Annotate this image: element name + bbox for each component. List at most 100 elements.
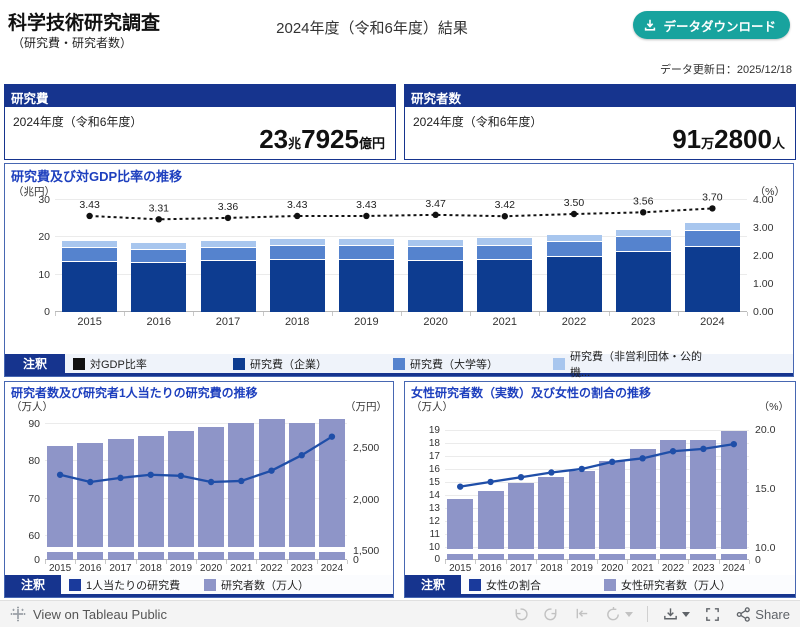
bar-segment[interactable] xyxy=(62,247,118,261)
bar-2024[interactable] xyxy=(684,223,740,312)
legend-item[interactable]: 研究費（非営利団体・公的機... xyxy=(553,348,713,380)
bar-segment[interactable] xyxy=(615,229,671,236)
bar-segment[interactable] xyxy=(62,260,118,312)
bar-2021[interactable] xyxy=(228,423,255,560)
bar-2024[interactable] xyxy=(720,431,747,560)
reset-button[interactable] xyxy=(574,606,591,623)
bar-2015[interactable] xyxy=(62,241,118,312)
bar-segment[interactable] xyxy=(477,258,533,312)
legend-item[interactable]: 女性の割合 xyxy=(469,577,604,593)
share-button[interactable]: Share xyxy=(735,606,790,623)
bar-2022[interactable] xyxy=(660,440,686,560)
bar-segment[interactable] xyxy=(269,239,325,246)
data-point[interactable] xyxy=(640,209,647,216)
legend-item[interactable]: 研究者数（万人） xyxy=(204,577,339,593)
redo-button[interactable] xyxy=(543,606,560,623)
bar-segment[interactable] xyxy=(338,245,394,259)
data-point[interactable] xyxy=(238,477,245,485)
data-point[interactable] xyxy=(207,478,215,486)
bar-2019[interactable] xyxy=(167,431,194,560)
bar-segment[interactable] xyxy=(615,250,671,312)
bar-segment[interactable] xyxy=(408,260,464,312)
legend-item[interactable]: 研究費（企業） xyxy=(233,356,393,372)
bar-segment[interactable] xyxy=(62,241,118,248)
data-point[interactable] xyxy=(328,433,336,440)
bar-2022[interactable] xyxy=(258,419,285,560)
bar-segment[interactable] xyxy=(546,234,602,242)
data-point[interactable] xyxy=(147,471,154,478)
data-point[interactable] xyxy=(363,212,370,220)
data-point[interactable] xyxy=(56,471,64,478)
bar-2020[interactable] xyxy=(408,239,464,312)
data-point[interactable] xyxy=(294,212,301,220)
bar-2017[interactable] xyxy=(508,483,534,560)
data-download-button[interactable]: データダウンロード xyxy=(633,11,790,39)
view-on-tableau-public-link[interactable]: View on Tableau Public xyxy=(33,606,167,622)
bar-segment[interactable] xyxy=(200,240,256,247)
bar-segment[interactable] xyxy=(477,238,533,245)
bar-segment[interactable] xyxy=(477,244,533,259)
data-point[interactable] xyxy=(700,445,707,453)
data-point[interactable] xyxy=(268,467,275,474)
data-point[interactable] xyxy=(669,448,677,455)
bar-segment[interactable] xyxy=(269,245,325,259)
bar-segment[interactable] xyxy=(546,255,602,312)
data-point[interactable] xyxy=(298,452,305,459)
data-point[interactable] xyxy=(224,214,232,222)
bar-2019[interactable] xyxy=(338,238,394,312)
data-point[interactable] xyxy=(609,458,616,466)
fullscreen-button[interactable] xyxy=(704,606,721,623)
data-point[interactable] xyxy=(517,474,525,481)
refresh-button[interactable] xyxy=(605,606,634,623)
bar-segment[interactable] xyxy=(131,243,187,249)
data-point[interactable] xyxy=(639,455,646,462)
legend-item[interactable]: 対GDP比率 xyxy=(73,356,233,372)
bar-2016[interactable] xyxy=(131,243,187,312)
bar-2021[interactable] xyxy=(477,238,533,312)
bar-2018[interactable] xyxy=(137,435,164,560)
bar-2017[interactable] xyxy=(107,438,134,560)
bar-2023[interactable] xyxy=(288,423,315,560)
bar-segment[interactable] xyxy=(131,262,187,312)
bar-2018[interactable] xyxy=(538,476,565,560)
data-point[interactable] xyxy=(578,465,585,473)
bar-segment[interactable] xyxy=(269,258,325,312)
bar-segment[interactable] xyxy=(684,223,740,231)
data-point[interactable] xyxy=(117,474,124,482)
data-point[interactable] xyxy=(87,478,94,486)
bar-2023[interactable] xyxy=(615,229,671,313)
data-point[interactable] xyxy=(432,211,439,219)
bar-segment[interactable] xyxy=(615,235,671,251)
download-toolbar-button[interactable] xyxy=(662,606,691,623)
bar-2016[interactable] xyxy=(477,490,504,560)
data-point[interactable] xyxy=(501,213,508,220)
data-point[interactable] xyxy=(487,478,494,486)
bar-2022[interactable] xyxy=(546,234,602,312)
bar-segment[interactable] xyxy=(200,246,256,261)
bar-2016[interactable] xyxy=(77,442,104,560)
bar-2015[interactable] xyxy=(47,446,74,560)
data-point[interactable] xyxy=(177,472,185,480)
bar-2020[interactable] xyxy=(198,427,225,560)
bar-segment[interactable] xyxy=(408,245,464,261)
bar-segment[interactable] xyxy=(546,241,602,256)
bar-segment[interactable] xyxy=(131,248,187,263)
data-point[interactable] xyxy=(155,216,162,223)
data-point[interactable] xyxy=(457,483,464,490)
bar-2017[interactable] xyxy=(200,240,256,312)
legend-item[interactable]: 1人当たりの研究費 xyxy=(69,577,204,593)
legend-item[interactable]: 研究費（大学等） xyxy=(393,356,553,372)
bar-2020[interactable] xyxy=(599,460,626,560)
bar-segment[interactable] xyxy=(200,260,256,312)
data-point[interactable] xyxy=(730,440,737,448)
bar-2018[interactable] xyxy=(269,239,325,312)
data-point[interactable] xyxy=(570,210,578,218)
bar-segment[interactable] xyxy=(684,245,740,312)
bar-segment[interactable] xyxy=(338,238,394,246)
data-point[interactable] xyxy=(548,469,555,476)
bar-2019[interactable] xyxy=(568,471,595,560)
data-point[interactable] xyxy=(709,205,716,212)
bar-segment[interactable] xyxy=(408,239,464,246)
bar-2023[interactable] xyxy=(690,440,717,560)
undo-button[interactable] xyxy=(512,606,529,623)
